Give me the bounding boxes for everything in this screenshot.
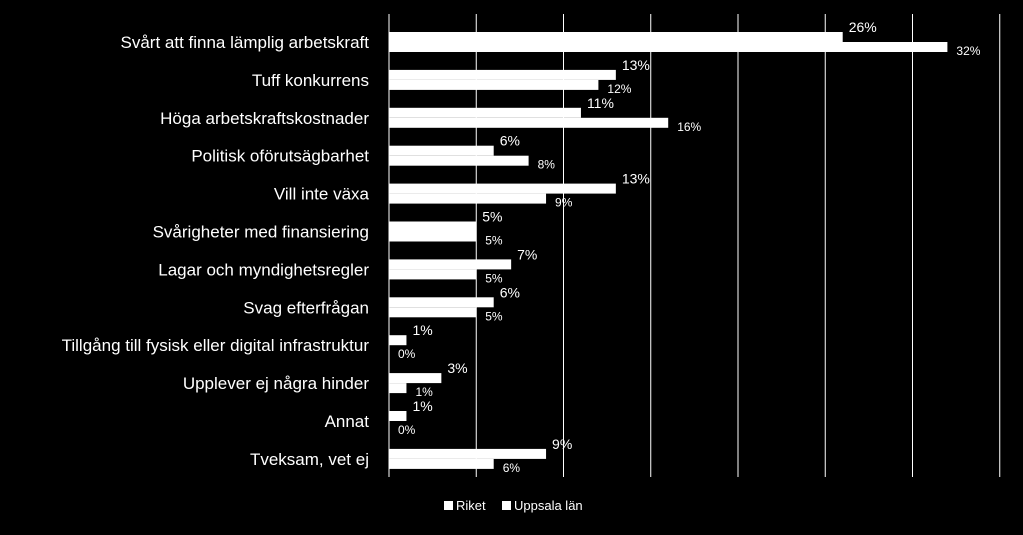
category-label: Lagar och myndighetsregler — [158, 260, 369, 279]
data-label-uppsala: 16% — [677, 120, 701, 134]
value-labels: 26%32%13%12%11%16%6%8%13%9%5%5%7%5%6%5%1… — [398, 19, 981, 475]
bar-uppsala — [389, 458, 494, 469]
category-label: Svårigheter med finansiering — [153, 223, 369, 242]
bar-riket — [389, 69, 616, 80]
legend: Riket Uppsala län — [444, 498, 583, 513]
bar-riket — [389, 107, 581, 118]
bars — [389, 32, 948, 469]
data-label-uppsala: 12% — [607, 82, 631, 96]
data-label-uppsala: 6% — [503, 461, 521, 475]
legend-swatch-riket — [444, 501, 453, 510]
data-label-uppsala: 32% — [956, 44, 980, 58]
data-label-riket: 13% — [622, 171, 650, 187]
gridlines — [388, 14, 1001, 477]
category-label: Tveksam, vet ej — [250, 450, 369, 469]
bar-uppsala — [389, 117, 669, 128]
bar-uppsala — [389, 269, 477, 280]
legend-label-uppsala: Uppsala län — [514, 498, 583, 513]
bar-riket — [389, 335, 407, 346]
data-label-uppsala: 0% — [398, 423, 416, 437]
bar-uppsala — [389, 383, 407, 394]
legend-label-riket: Riket — [456, 498, 486, 513]
category-label: Höga arbetskraftskostnader — [160, 109, 369, 128]
data-label-uppsala: 5% — [485, 234, 503, 248]
category-label: Annat — [325, 412, 370, 431]
bar-uppsala — [389, 79, 599, 90]
data-label-uppsala: 8% — [538, 158, 556, 172]
category-label: Politisk oförutsägbarhet — [191, 147, 369, 166]
data-label-uppsala: 0% — [398, 347, 416, 361]
data-label-riket: 1% — [412, 398, 432, 414]
data-label-riket: 5% — [482, 209, 502, 225]
category-label: Vill inte växa — [274, 185, 370, 204]
category-label: Upplever ej några hinder — [183, 374, 370, 393]
bar-riket — [389, 259, 512, 270]
bar-riket — [389, 32, 843, 42]
category-label: Svårt att finna lämplig arbetskraft — [120, 33, 369, 52]
data-label-uppsala: 5% — [485, 309, 503, 323]
category-label: Tuff konkurrens — [252, 71, 369, 90]
bar-riket — [389, 221, 477, 232]
data-label-uppsala: 1% — [415, 385, 433, 399]
data-label-riket: 9% — [552, 436, 572, 452]
bar-uppsala — [389, 42, 948, 52]
data-label-uppsala: 5% — [485, 271, 503, 285]
data-label-riket: 7% — [517, 246, 537, 262]
bar-uppsala — [389, 307, 477, 318]
bar-riket — [389, 448, 547, 459]
data-label-riket: 6% — [500, 284, 520, 300]
bar-riket — [389, 373, 442, 384]
category-label: Svag efterfrågan — [243, 298, 369, 317]
bar-uppsala — [389, 231, 477, 242]
bar-riket — [389, 145, 494, 156]
category-labels: Svårt att finna lämplig arbetskraft Tuff … — [62, 33, 370, 469]
data-label-riket: 11% — [587, 95, 614, 111]
data-label-riket: 26% — [849, 19, 877, 35]
data-label-riket: 6% — [500, 133, 520, 149]
bar-riket — [389, 297, 494, 308]
bar-uppsala — [389, 155, 529, 166]
data-label-uppsala: 9% — [555, 196, 573, 210]
data-label-riket: 3% — [447, 360, 467, 376]
data-label-riket: 13% — [622, 57, 650, 73]
bar-riket — [389, 183, 616, 194]
data-label-riket: 1% — [412, 322, 432, 338]
legend-swatch-uppsala — [502, 501, 511, 510]
bar-uppsala — [389, 193, 547, 204]
bar-riket — [389, 411, 407, 421]
category-label: Tillgång till fysisk eller digital infra… — [62, 336, 370, 355]
